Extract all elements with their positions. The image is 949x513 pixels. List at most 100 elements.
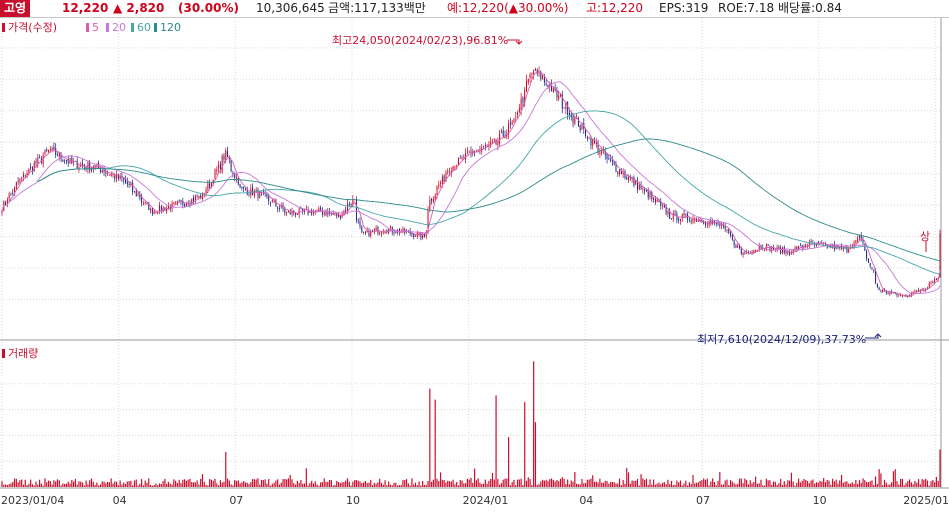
candle-body (773, 247, 775, 250)
volume-bar (450, 481, 452, 487)
candle-body (619, 169, 621, 175)
volume-bar (277, 479, 279, 487)
candle-body (325, 212, 327, 216)
volume-bar (599, 478, 601, 487)
volume-bar (187, 479, 189, 487)
low-arrow (865, 333, 882, 339)
volume-bar (894, 469, 896, 487)
candle-body (581, 124, 583, 130)
stock-header: 고영 12,220 ▲ 2,820 (30.00%) 10,306,645 금액… (0, 0, 949, 18)
candle-body (144, 201, 146, 204)
volume-bar (178, 479, 180, 487)
candle-body (858, 235, 860, 239)
candle-body (551, 83, 553, 91)
volume-bar (858, 480, 861, 487)
volume-bar (423, 484, 426, 487)
candle-body (184, 204, 186, 207)
candle-body (520, 98, 522, 110)
volume-bar (40, 483, 42, 487)
candle-body (345, 210, 347, 213)
candle-body (298, 208, 300, 215)
volume-bar (484, 479, 486, 487)
volume-bar (511, 482, 513, 487)
stock-chart[interactable]: 2023/01/04 04 07 10 2024/01 04 07 10 2025/01 가격(… (0, 18, 949, 513)
candle-body (253, 190, 255, 196)
volume-bar (135, 479, 137, 487)
candle-body (402, 228, 404, 232)
candle-body (225, 150, 227, 160)
volume-bar (692, 474, 694, 487)
volume-bar (652, 479, 655, 487)
volume-bar (255, 479, 257, 487)
candle-body (198, 195, 200, 198)
volume-bar (345, 480, 347, 487)
volume-bar (826, 479, 828, 487)
candle-body (667, 210, 669, 215)
candle-body (359, 220, 361, 227)
volume-bar (420, 485, 422, 487)
volume-bar (647, 484, 649, 487)
volume-bar (592, 475, 594, 487)
volume-bar (797, 478, 800, 487)
high-annotation: 최고24,050(2024/02/23),96.81% (332, 34, 508, 47)
volume-bar (107, 481, 109, 487)
volume-bar (583, 483, 585, 487)
candle-body (862, 238, 864, 244)
candle-body (51, 148, 53, 150)
candle-body (638, 185, 640, 190)
volume-bar (78, 481, 80, 487)
candle-body (194, 195, 196, 201)
volume-bar (166, 483, 168, 487)
candle-body (590, 138, 592, 146)
volume-bar (776, 484, 778, 487)
candle-body (500, 131, 502, 133)
volume-bar (864, 480, 866, 487)
candle-body (645, 189, 647, 191)
candle-body (663, 204, 665, 208)
ma20-legend-marker (106, 23, 109, 32)
volume-bar (635, 480, 637, 487)
candle-body (355, 199, 357, 220)
volume-bar (303, 483, 306, 487)
volume-bar (273, 482, 275, 487)
candle-body (889, 292, 891, 295)
stock-name[interactable]: 고영 (0, 0, 31, 17)
candle-body (237, 177, 239, 185)
volume-bar (781, 484, 784, 487)
volume-bar (461, 480, 463, 487)
candle-body (466, 151, 468, 153)
volume-bar (873, 485, 875, 487)
volume-bar (269, 485, 272, 487)
candle-body (910, 293, 912, 297)
volume-bar (133, 480, 136, 487)
volume-bar (456, 482, 458, 487)
candle-body (746, 252, 748, 254)
volume-bar (99, 484, 102, 487)
candle-body (368, 230, 370, 237)
candle-body (690, 221, 692, 222)
volume-bar (848, 483, 850, 487)
volume-bar (65, 483, 68, 487)
candle-body (311, 210, 313, 215)
candle-body (724, 225, 726, 229)
volume-bar (769, 480, 771, 487)
volume-bar (919, 484, 921, 487)
volume-bar (239, 483, 241, 487)
volume-bar (502, 479, 504, 487)
volume-bar (509, 485, 511, 487)
volume-bar (694, 483, 696, 487)
candle-body (53, 147, 55, 150)
volume-bar (38, 479, 41, 487)
volume-bar (903, 485, 905, 487)
volume-bar (257, 478, 259, 487)
candle-body (678, 218, 680, 221)
volume-bar (661, 482, 664, 487)
volume-bar (1, 481, 3, 487)
candle-body (717, 222, 719, 224)
volume-bar (402, 479, 404, 487)
candle-body (191, 198, 193, 204)
volume-bar (101, 481, 103, 487)
volume-bar (500, 483, 503, 487)
volume-bar (806, 480, 809, 487)
volume-bar (765, 478, 767, 487)
